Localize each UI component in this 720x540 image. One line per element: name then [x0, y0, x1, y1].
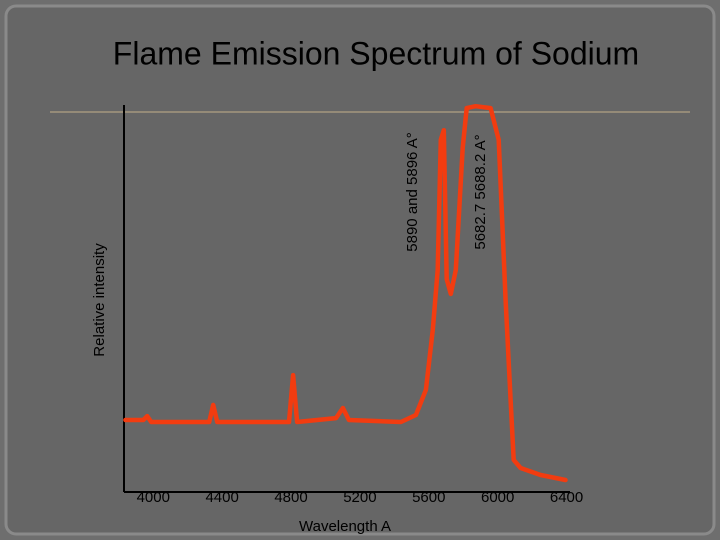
chart-title: Flame Emission Spectrum of Sodium: [113, 35, 639, 71]
annotation: 5890 and 5896 A°: [404, 132, 421, 251]
x-axis-label: Wavelength A: [299, 518, 391, 535]
x-tick-label: 6400: [550, 489, 583, 506]
x-tick-label: 4400: [205, 489, 238, 506]
x-tick-label: 4000: [137, 489, 170, 506]
x-tick-label: 4800: [274, 489, 307, 506]
y-axis-label: Relative intensity: [91, 243, 108, 357]
x-tick-label: 5600: [412, 489, 445, 506]
x-tick-label: 5200: [343, 489, 376, 506]
slide-frame: [4, 4, 716, 536]
x-tick-label: 6000: [481, 489, 514, 506]
spectrum-line: [123, 103, 568, 483]
annotation: 5682.7 5688.2 A°: [472, 134, 489, 249]
